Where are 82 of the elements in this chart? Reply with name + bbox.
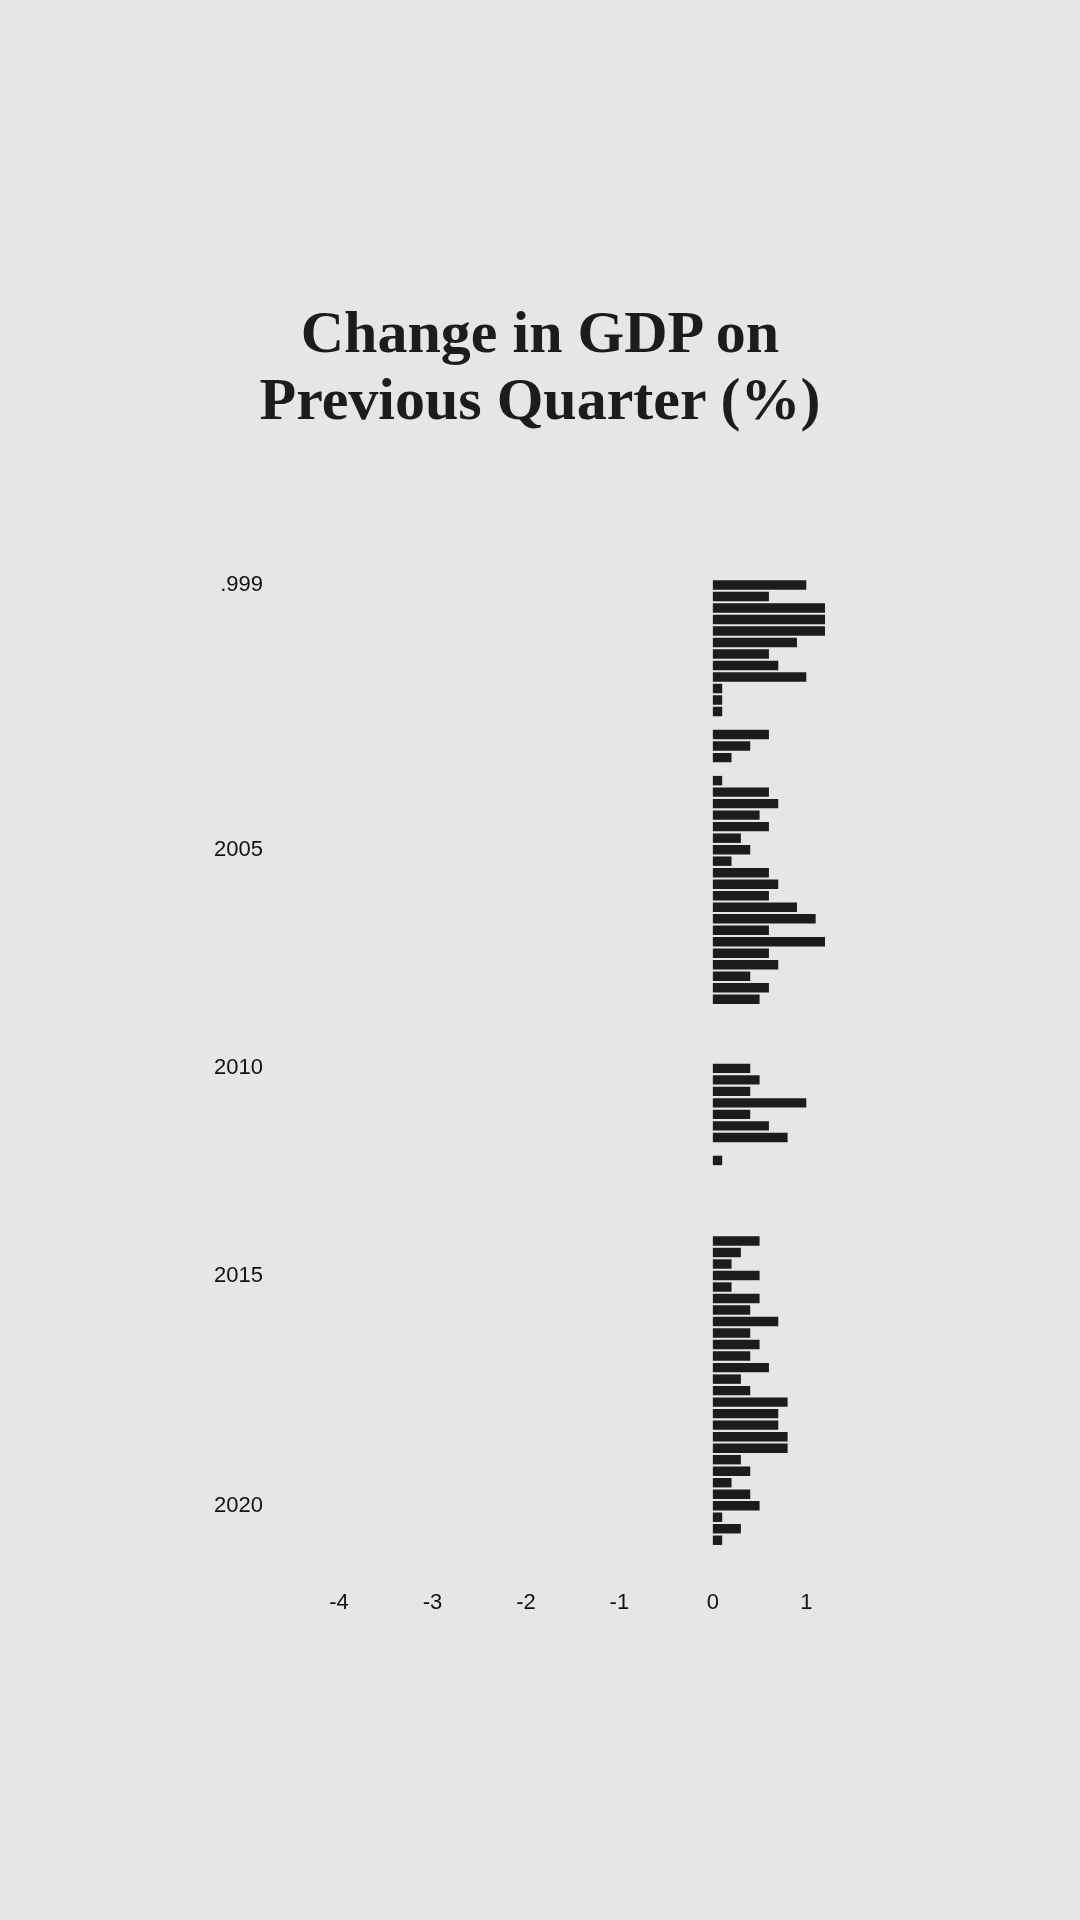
x-tick-label: -2 <box>516 1589 536 1615</box>
bar <box>712 1362 769 1373</box>
bar <box>712 775 723 786</box>
bar <box>712 1247 741 1258</box>
bar <box>712 649 769 659</box>
bar <box>712 752 732 763</box>
bar <box>712 1397 788 1407</box>
bar <box>712 856 732 866</box>
bar <box>712 591 769 602</box>
bar <box>712 1063 751 1074</box>
x-tick-label: 0 <box>706 1589 719 1615</box>
bar <box>712 948 769 958</box>
x-tick-label: 1 <box>800 1589 813 1615</box>
bar <box>712 1259 732 1269</box>
bar <box>712 810 760 820</box>
bar <box>712 1270 760 1281</box>
bar <box>712 1109 751 1120</box>
bar <box>712 1121 769 1131</box>
bar <box>712 1454 741 1465</box>
bar <box>712 1535 723 1545</box>
bar <box>712 971 751 981</box>
bar <box>712 914 816 924</box>
bar <box>712 580 807 590</box>
bar <box>712 1132 788 1143</box>
bar <box>712 660 779 671</box>
bar <box>712 994 760 1005</box>
y-tick-label: .999 <box>220 571 263 597</box>
bar <box>712 833 741 843</box>
bar <box>712 741 751 751</box>
bar <box>712 867 769 878</box>
bar <box>712 844 751 855</box>
bar <box>712 603 825 613</box>
x-tick-label: -1 <box>609 1589 630 1615</box>
bar <box>712 672 807 682</box>
bar <box>712 683 723 694</box>
bar <box>712 1282 732 1292</box>
bar <box>712 787 769 797</box>
bar <box>712 983 769 993</box>
bar <box>712 1489 751 1499</box>
bar <box>712 1293 760 1304</box>
x-tick-label: -3 <box>422 1589 443 1615</box>
bar <box>712 1155 723 1166</box>
bar <box>712 1098 807 1108</box>
bar <box>712 1374 741 1384</box>
bar <box>712 925 769 935</box>
bar <box>712 614 825 625</box>
bar <box>712 1236 760 1246</box>
bar <box>712 1305 751 1315</box>
bar <box>712 1501 760 1511</box>
bar <box>712 1351 751 1361</box>
bar <box>712 821 769 832</box>
bar <box>712 729 769 740</box>
bar <box>712 1466 751 1476</box>
bar <box>712 626 825 636</box>
bar <box>712 890 769 901</box>
y-tick-label: 2005 <box>214 835 263 861</box>
bar <box>712 706 723 717</box>
bar <box>712 1431 788 1442</box>
bar <box>712 902 797 912</box>
bar <box>712 1420 779 1430</box>
bar <box>712 960 779 970</box>
x-tick-label: -4 <box>329 1589 349 1615</box>
bar <box>712 1316 779 1327</box>
chart-title: Change in GDP on Previous Quarter (%) <box>258 299 822 433</box>
bar <box>712 1385 751 1396</box>
bar <box>712 1477 732 1488</box>
bar <box>712 1075 760 1085</box>
y-tick-label: 2020 <box>214 1491 263 1517</box>
bar <box>712 1339 760 1350</box>
y-tick-label: 2010 <box>214 1054 263 1080</box>
bar <box>712 1512 723 1522</box>
bar <box>712 1086 751 1097</box>
bar <box>712 1328 751 1338</box>
bar <box>712 1524 741 1534</box>
bar <box>712 637 797 648</box>
bar <box>712 1443 788 1453</box>
bar <box>712 937 825 947</box>
bar <box>712 695 723 705</box>
bar <box>712 798 779 809</box>
bar <box>712 879 779 889</box>
bar <box>712 1408 779 1419</box>
y-tick-label: 2015 <box>214 1261 263 1287</box>
